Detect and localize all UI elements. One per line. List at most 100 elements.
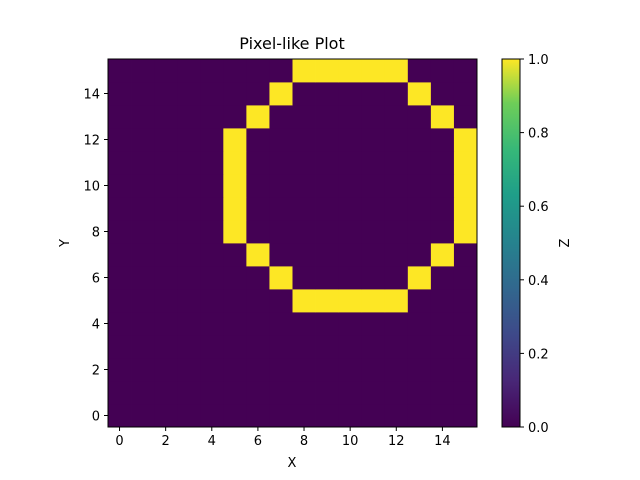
heatmap-cell xyxy=(430,381,455,405)
heatmap-cell xyxy=(384,197,409,221)
heatmap-cell xyxy=(200,174,224,198)
heatmap-cell xyxy=(430,59,455,83)
heatmap-cell xyxy=(131,312,155,336)
heatmap-cell xyxy=(269,128,293,152)
heatmap-cell xyxy=(361,197,386,221)
heatmap-cell xyxy=(361,358,386,382)
heatmap-cell xyxy=(269,335,293,359)
heatmap-cell xyxy=(384,404,409,428)
heatmap-cell xyxy=(361,404,386,428)
heatmap-cell xyxy=(453,381,478,405)
heatmap-cell xyxy=(315,312,340,336)
heatmap-cell xyxy=(315,197,340,221)
heatmap-cell xyxy=(131,151,155,175)
heatmap-cell xyxy=(177,289,201,313)
heatmap-cell xyxy=(108,335,132,359)
heatmap-cell xyxy=(108,174,132,198)
x-tick-label: 8 xyxy=(300,434,308,449)
heatmap-cell xyxy=(315,220,340,244)
heatmap-cell xyxy=(338,105,363,129)
heatmap-cell xyxy=(131,404,155,428)
heatmap-cell xyxy=(338,289,363,313)
heatmap-cell xyxy=(453,266,478,290)
colorbar-tick-label: 1.0 xyxy=(528,53,549,68)
heatmap-cell xyxy=(430,105,455,129)
heatmap-cell xyxy=(361,82,386,106)
heatmap-cell xyxy=(108,381,132,405)
heatmap-cell xyxy=(407,59,432,83)
heatmap-cell xyxy=(154,220,178,244)
heatmap-cell xyxy=(407,335,432,359)
heatmap-cell xyxy=(315,358,340,382)
heatmap-cell xyxy=(154,174,178,198)
heatmap-cell xyxy=(384,243,409,267)
heatmap-cell xyxy=(384,174,409,198)
x-tick-label: 14 xyxy=(434,434,451,449)
heatmap-cell xyxy=(177,335,201,359)
heatmap-cell xyxy=(269,266,293,290)
heatmap-cell xyxy=(269,82,293,106)
heatmap-cell xyxy=(108,404,132,428)
heatmap-cell xyxy=(269,243,293,267)
heatmap-cell xyxy=(338,59,363,83)
heatmap-cell xyxy=(338,266,363,290)
heatmap-cell xyxy=(131,128,155,152)
heatmap-cell xyxy=(269,289,293,313)
heatmap-cell xyxy=(407,105,432,129)
heatmap-cell xyxy=(430,266,455,290)
heatmap-cell xyxy=(108,312,132,336)
heatmap-cell xyxy=(177,128,201,152)
heatmap-cell xyxy=(292,243,316,267)
heatmap-cell xyxy=(338,358,363,382)
heatmap-cell xyxy=(453,335,478,359)
heatmap-cell xyxy=(131,266,155,290)
heatmap-cell xyxy=(430,174,455,198)
heatmap-cell xyxy=(131,289,155,313)
heatmap-cell xyxy=(223,220,247,244)
heatmap-cell xyxy=(200,358,224,382)
heatmap-cell xyxy=(269,381,293,405)
heatmap-cell xyxy=(407,220,432,244)
heatmap-cell xyxy=(384,105,409,129)
heatmap-cell xyxy=(430,197,455,221)
heatmap-cell xyxy=(315,381,340,405)
heatmap-cell xyxy=(154,404,178,428)
chart-title: Pixel-like Plot xyxy=(239,34,344,53)
heatmap-cell xyxy=(384,82,409,106)
heatmap-cell xyxy=(246,312,270,336)
heatmap-cell xyxy=(200,82,224,106)
heatmap-cell xyxy=(200,243,224,267)
heatmap-cell xyxy=(292,128,316,152)
heatmap-cell xyxy=(384,312,409,336)
heatmap-cell xyxy=(338,404,363,428)
heatmap-cell xyxy=(407,151,432,175)
heatmap-cell xyxy=(131,82,155,106)
heatmap-cell xyxy=(131,335,155,359)
heatmap-cell xyxy=(361,220,386,244)
heatmap-cell xyxy=(430,243,455,267)
heatmap-cell xyxy=(292,151,316,175)
y-tick-label: 12 xyxy=(83,134,100,149)
heatmap-cell xyxy=(154,289,178,313)
heatmap-cell xyxy=(108,220,132,244)
colorbar-tick-label: 0.8 xyxy=(528,127,549,142)
heatmap-cell xyxy=(361,335,386,359)
heatmap-cell xyxy=(223,358,247,382)
heatmap-cell xyxy=(154,128,178,152)
heatmap-cells xyxy=(108,59,478,428)
heatmap-cell xyxy=(223,335,247,359)
heatmap-cell xyxy=(200,59,224,83)
heatmap-cell xyxy=(154,266,178,290)
heatmap-cell xyxy=(453,289,478,313)
colorbar-ticks: 0.0 0.2 0.4 0.6 0.8 1.0 xyxy=(520,53,549,436)
heatmap-cell xyxy=(430,404,455,428)
heatmap-cell xyxy=(338,220,363,244)
heatmap-cell xyxy=(177,381,201,405)
heatmap-cell xyxy=(292,220,316,244)
heatmap-cell xyxy=(292,174,316,198)
heatmap-cell xyxy=(361,105,386,129)
heatmap-cell xyxy=(269,105,293,129)
heatmap-cell xyxy=(131,59,155,83)
heatmap-cell xyxy=(292,82,316,106)
